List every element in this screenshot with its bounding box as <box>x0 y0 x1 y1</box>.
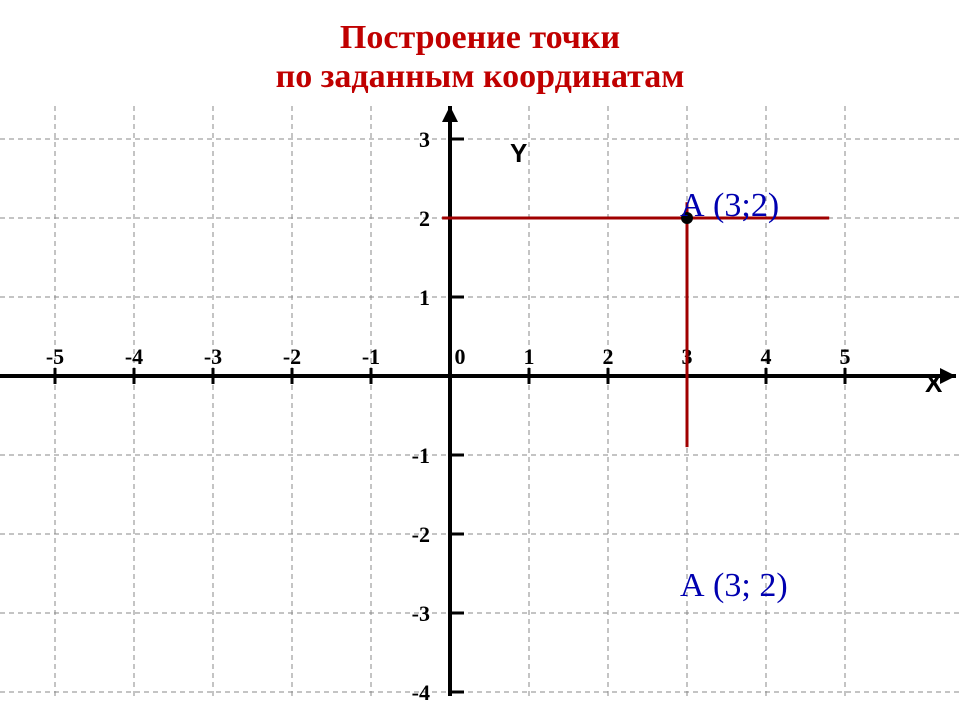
page-title: Построение точки по заданным координатам <box>0 0 960 96</box>
y-tick-label: -2 <box>412 522 430 547</box>
axes <box>0 106 956 696</box>
x-axis-arrow <box>940 368 956 384</box>
y-tick-label: -1 <box>412 443 430 468</box>
title-line-1: Построение точки <box>340 19 620 56</box>
x-tick-label: -2 <box>283 344 301 369</box>
x-tick-label: 2 <box>603 344 614 369</box>
x-tick-label: -3 <box>204 344 222 369</box>
point-label-bottom: А (3; 2) <box>680 567 788 604</box>
x-tick-label: 0 <box>455 344 466 369</box>
x-tick-label: 5 <box>840 344 851 369</box>
labels: X Y А (3;2) А (3; 2) <box>510 138 943 604</box>
y-tick-label: 2 <box>419 206 430 231</box>
x-tick-label: -1 <box>362 344 380 369</box>
y-axis-arrow <box>442 106 458 122</box>
x-tick-label: -5 <box>46 344 64 369</box>
construction-guides <box>442 202 829 447</box>
title-line-2: по заданным координатам <box>276 58 685 95</box>
y-axis-label: Y <box>510 138 527 168</box>
x-axis-label: X <box>925 368 943 398</box>
x-tick-label: 4 <box>761 344 772 369</box>
point-label-top: А (3;2) <box>680 187 779 224</box>
x-tick-label: -4 <box>125 344 143 369</box>
x-tick-label: 1 <box>524 344 535 369</box>
grid <box>0 96 960 696</box>
y-tick-label: 1 <box>419 285 430 310</box>
coordinate-plane: -5-4-3-2-10123454321-1-2-3-4 XYА (3;2)А … <box>0 96 960 706</box>
y-tick-label: -4 <box>412 680 430 705</box>
y-tick-label: 3 <box>419 127 430 152</box>
y-tick-label: -3 <box>412 601 430 626</box>
